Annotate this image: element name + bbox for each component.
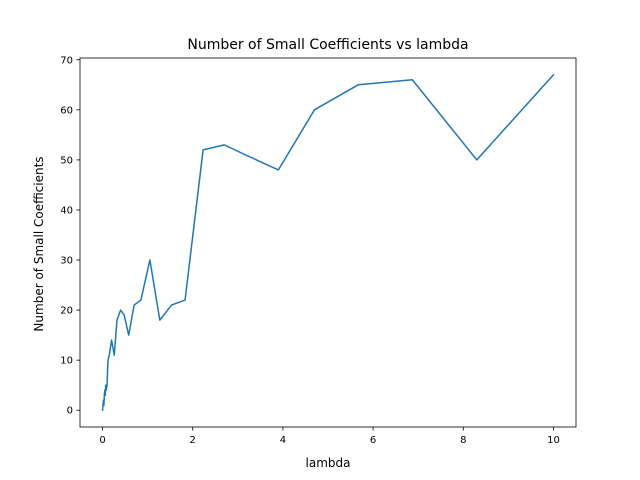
x-tick-label: 0 <box>99 435 105 446</box>
y-tick-label: 60 <box>60 105 73 116</box>
x-tick-label: 8 <box>460 435 466 446</box>
chart-title: Number of Small Coefficients vs lambda <box>187 37 468 53</box>
y-tick-label: 30 <box>60 256 73 267</box>
x-tick-label: 6 <box>370 435 376 446</box>
y-tick-label: 10 <box>60 356 73 367</box>
y-tick-label: 20 <box>60 306 73 317</box>
plot-area <box>79 57 577 428</box>
y-axis-label: Number of Small Coefficients <box>32 156 46 331</box>
x-tick-label: 2 <box>190 435 196 446</box>
x-tick-label: 10 <box>547 435 560 446</box>
axes-frame <box>79 57 577 428</box>
x-axis-label: lambda <box>306 456 351 470</box>
y-axis-ticks: 0 10 20 30 40 50 60 70 <box>60 55 80 417</box>
x-axis-ticks: 0 2 4 6 8 10 <box>99 427 560 446</box>
y-tick-label: 40 <box>60 205 73 216</box>
y-tick-label: 0 <box>67 406 73 417</box>
x-tick-label: 4 <box>280 435 286 446</box>
y-tick-label: 50 <box>60 155 73 166</box>
y-tick-label: 70 <box>60 55 73 66</box>
series-line-0 <box>101 73 555 412</box>
